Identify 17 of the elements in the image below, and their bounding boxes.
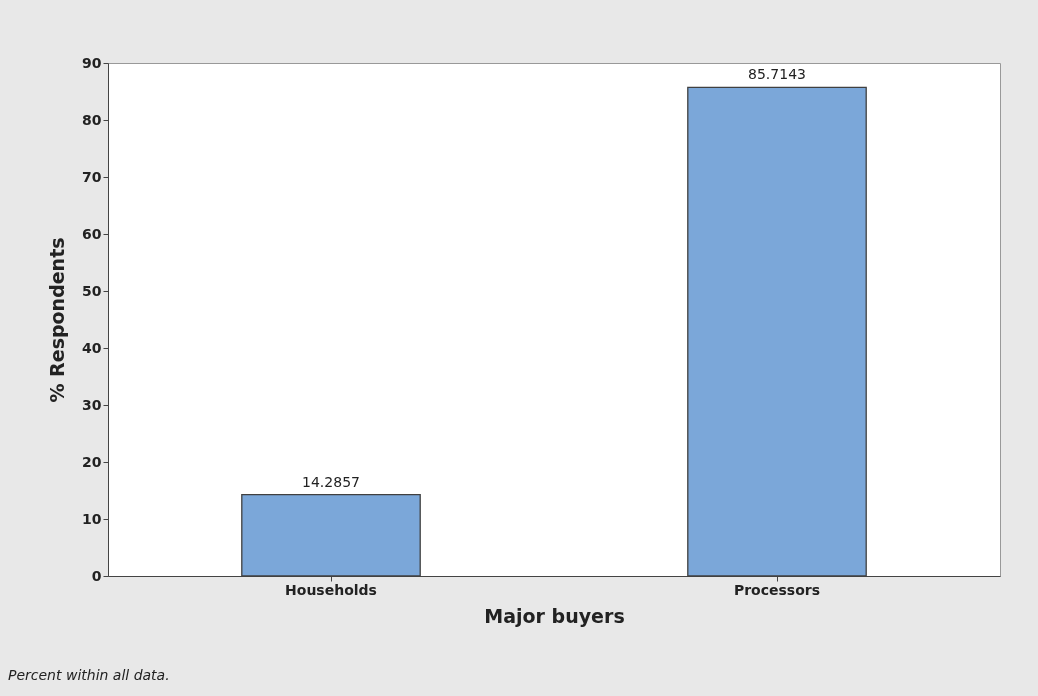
y-tick-label: 0 — [91, 567, 102, 584]
y-tick-label: 70 — [82, 168, 102, 185]
y-tick-label: 50 — [82, 282, 102, 299]
text: Percent within all data. — [8, 667, 170, 683]
y-tick-label: 10 — [82, 510, 102, 527]
y-tick-label: 80 — [82, 111, 102, 128]
y-axis-title: % Respondents — [46, 237, 69, 403]
data-label: 14.2857 — [302, 473, 360, 490]
y-tick-label: 60 — [82, 225, 102, 242]
y-tick-label: 20 — [82, 453, 102, 470]
x-tick-label: Processors — [733, 581, 821, 598]
y-tick-label: 30 — [82, 396, 102, 413]
y-tick-label: 90 — [82, 54, 102, 71]
data-label: 85.7143 — [748, 66, 806, 83]
x-tick-label: Households — [285, 581, 377, 598]
y-tick-label: 40 — [82, 339, 102, 356]
x-axis-title: Major buyers — [484, 604, 625, 627]
